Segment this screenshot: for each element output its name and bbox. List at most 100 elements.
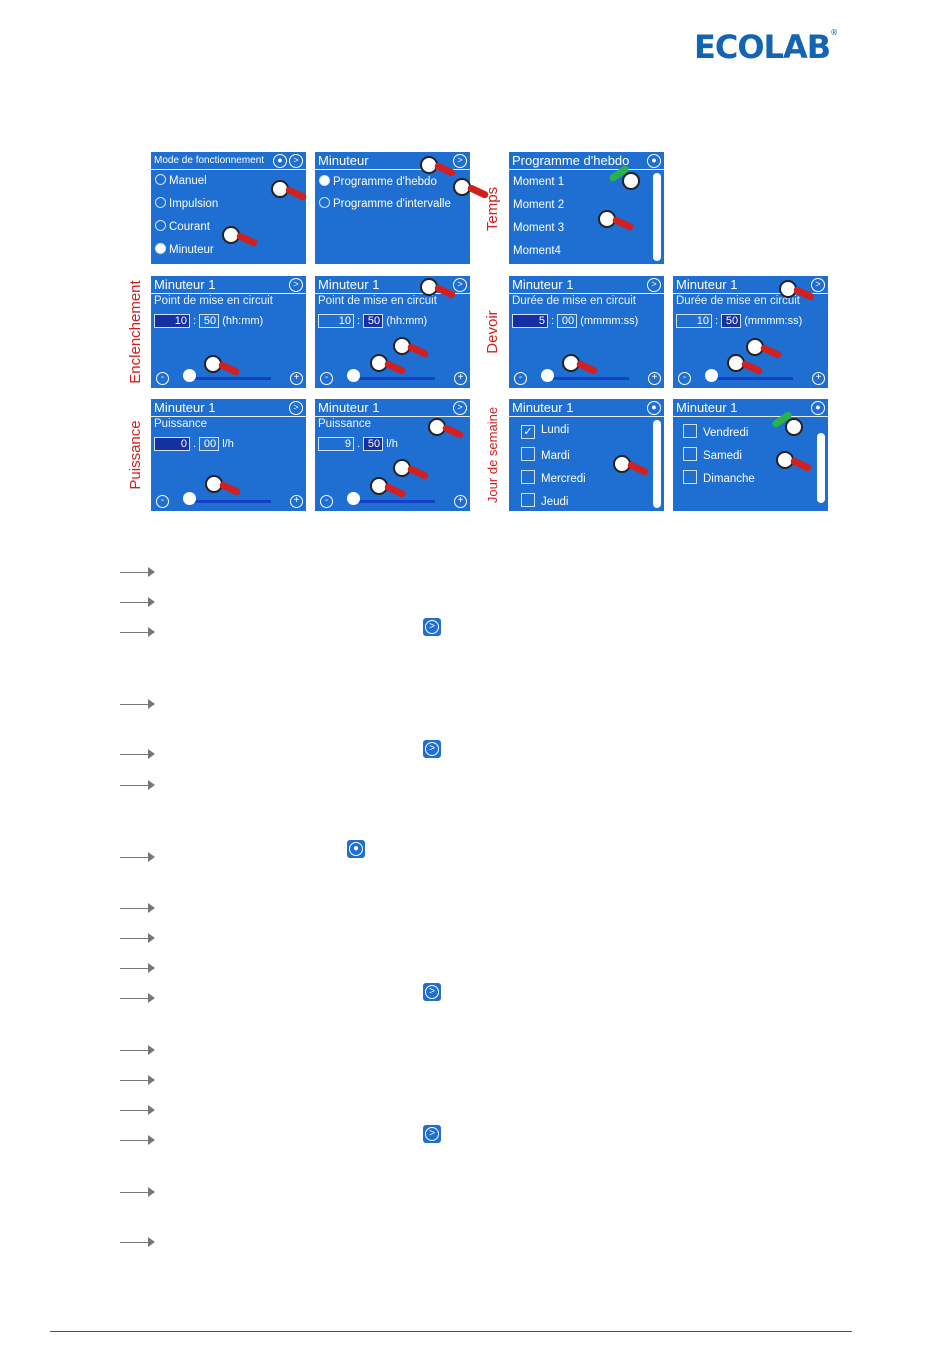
checkbox[interactable] (683, 424, 697, 438)
day-mardi[interactable]: Mardi (521, 447, 570, 462)
flow-input[interactable]: 9 . 50 l/h (318, 437, 398, 451)
checkbox[interactable] (683, 447, 697, 461)
panel-title: Minuteur 1 (151, 399, 306, 417)
day-label: Samedi (703, 450, 742, 462)
flow-input[interactable]: 0 . 00 l/h (154, 437, 234, 451)
decimal-field[interactable]: 50 (363, 437, 384, 451)
drop-icon[interactable]: ● (647, 401, 661, 415)
minus-icon[interactable]: - (156, 495, 169, 508)
slider[interactable]: - + (151, 491, 306, 511)
slider-knob[interactable] (541, 369, 554, 382)
minus-icon[interactable]: - (678, 372, 691, 385)
pointer-hand-icon (271, 180, 289, 198)
day-samedi[interactable]: Samedi (683, 447, 742, 462)
option-courant[interactable]: Courant (155, 220, 210, 233)
plus-icon[interactable]: + (290, 495, 303, 508)
minutes-field[interactable]: 10 (676, 314, 712, 328)
step-arrow-icon (120, 959, 155, 973)
checkbox[interactable] (521, 493, 535, 507)
checkbox[interactable] (521, 447, 535, 461)
step-arrow-icon (120, 1071, 155, 1085)
next-icon[interactable]: > (453, 278, 467, 292)
time-input[interactable]: 10 : 50 (mmmm:ss) (676, 314, 802, 328)
plus-icon[interactable]: + (454, 495, 467, 508)
radio-icon (155, 220, 166, 231)
minutes-field[interactable]: 50 (363, 314, 384, 328)
time-input[interactable]: 5 : 00 (mmmm:ss) (512, 314, 638, 328)
time-input[interactable]: 10 : 50 (hh:mm) (318, 314, 427, 328)
day-dimanche[interactable]: Dimanche (683, 470, 755, 485)
slider-knob[interactable] (183, 369, 196, 382)
slider[interactable]: - + (673, 368, 828, 388)
next-icon[interactable]: > (289, 154, 303, 168)
slider[interactable]: - + (315, 368, 470, 388)
step-arrow-icon (120, 776, 155, 790)
option-label: Minuteur (169, 244, 214, 256)
check-icon[interactable]: ✓ (521, 425, 535, 439)
list-item[interactable]: Moment 2 (513, 199, 565, 211)
drop-icon[interactable]: ● (273, 154, 287, 168)
plus-icon[interactable]: + (454, 372, 467, 385)
slider-knob[interactable] (183, 492, 196, 505)
slider[interactable]: - + (151, 368, 306, 388)
pointer-hand-icon (420, 278, 438, 296)
next-icon[interactable]: > (453, 401, 467, 415)
minus-icon[interactable]: - (320, 372, 333, 385)
panel-puissance-1: Minuteur 1 > Puissance 0 . 00 l/h - + (151, 399, 306, 511)
integer-field[interactable]: 9 (318, 437, 354, 451)
plus-icon[interactable]: + (648, 372, 661, 385)
option-manuel[interactable]: Manuel (155, 174, 207, 187)
integer-field[interactable]: 0 (154, 437, 190, 451)
option-programme-hebdo[interactable]: Programme d'hebdo (319, 175, 437, 188)
slider[interactable]: - + (315, 491, 470, 511)
scrollbar[interactable] (653, 173, 661, 261)
day-mercredi[interactable]: Mercredi (521, 470, 586, 485)
plus-icon[interactable]: + (812, 372, 825, 385)
next-icon[interactable]: > (289, 401, 303, 415)
seconds-field[interactable]: 50 (721, 314, 742, 328)
slider-knob[interactable] (347, 369, 360, 382)
step-arrow-icon (120, 695, 155, 709)
option-impulsion[interactable]: Impulsion (155, 197, 218, 210)
hours-field[interactable]: 10 (318, 314, 354, 328)
minus-icon[interactable]: - (156, 372, 169, 385)
list-item[interactable]: Moment4 (513, 245, 561, 257)
option-minuteur[interactable]: Minuteur (155, 243, 214, 256)
option-programme-intervalle[interactable]: Programme d'intervalle (319, 197, 451, 210)
next-icon[interactable]: > (647, 278, 661, 292)
list-item[interactable]: Moment 1 (513, 176, 565, 188)
day-label: Dimanche (703, 473, 755, 485)
option-label: Courant (169, 221, 210, 233)
next-icon[interactable]: > (811, 278, 825, 292)
pointer-hand-icon (428, 418, 446, 436)
drop-icon[interactable]: ● (647, 154, 661, 168)
day-vendredi[interactable]: Vendredi (683, 424, 748, 439)
minus-icon[interactable]: - (320, 495, 333, 508)
slider-knob[interactable] (705, 369, 718, 382)
panel-title: Minuteur 1 (315, 399, 470, 417)
time-input[interactable]: 10 : 50 (hh:mm) (154, 314, 263, 328)
day-jeudi[interactable]: Jeudi (521, 493, 569, 508)
step-arrow-icon (120, 929, 155, 943)
scrollbar[interactable] (817, 433, 825, 503)
day-lundi[interactable]: ✓ Lundi (521, 424, 569, 439)
checkbox[interactable] (521, 470, 535, 484)
checkbox[interactable] (683, 470, 697, 484)
next-icon[interactable]: > (453, 154, 467, 168)
next-icon[interactable]: > (289, 278, 303, 292)
option-label: Programme d'hebdo (333, 176, 437, 188)
slider[interactable]: - + (509, 368, 664, 388)
plus-icon[interactable]: + (290, 372, 303, 385)
step-arrow-icon (120, 745, 155, 759)
drop-icon[interactable]: ● (811, 401, 825, 415)
decimal-field[interactable]: 00 (199, 437, 220, 451)
seconds-field[interactable]: 00 (557, 314, 578, 328)
panel-title: Minuteur 1 (509, 276, 664, 294)
hours-field[interactable]: 10 (154, 314, 190, 328)
list-item[interactable]: Moment 3 (513, 222, 565, 234)
minutes-field[interactable]: 5 (512, 314, 548, 328)
scrollbar[interactable] (653, 420, 661, 508)
slider-knob[interactable] (347, 492, 360, 505)
minus-icon[interactable]: - (514, 372, 527, 385)
minutes-field[interactable]: 50 (199, 314, 220, 328)
